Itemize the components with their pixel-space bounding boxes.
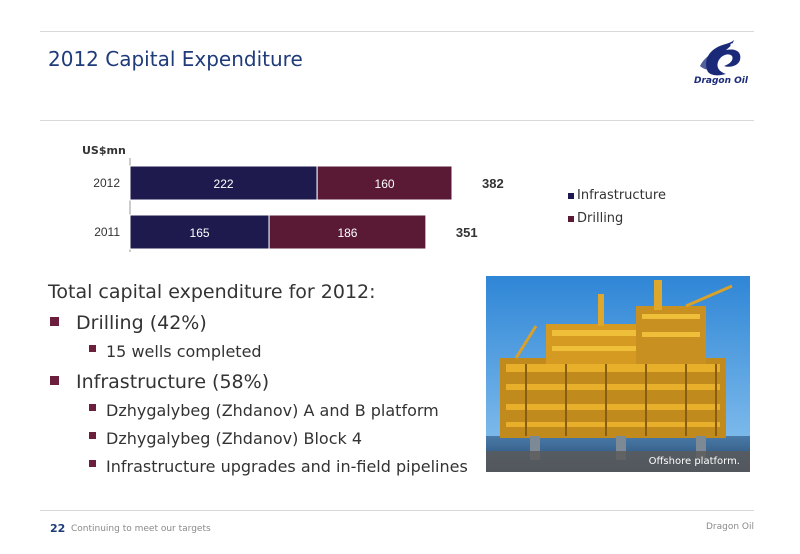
bar-value-label: 165 [190, 226, 210, 240]
chart-plot: 2012 222 160 382 2011 165 186 351 [93, 158, 504, 252]
footer-company: Dragon Oil [705, 522, 754, 532]
page-number: 22 [50, 522, 66, 535]
legend-label: Drilling [577, 211, 624, 226]
bar-total-label: 351 [456, 225, 478, 240]
bar-infrastructure-2012 [129, 165, 318, 201]
bullet-marker [89, 345, 96, 352]
bullet-marker [50, 376, 59, 385]
bullet-marker [89, 460, 96, 467]
bar-total-label: 382 [482, 176, 504, 191]
top-rule [40, 31, 754, 32]
offshore-platform-photo: Offshore platform. [486, 276, 750, 472]
footer-rule [40, 510, 754, 511]
title-rule [40, 120, 754, 121]
sub-bullet: Infrastructure upgrades and in-field pip… [89, 457, 468, 476]
sub-bullet: Dzhygalybeg (Zhdanov) A and B platform [89, 401, 439, 420]
bar-drilling-2011 [268, 214, 427, 250]
legend-item-drilling: Drilling [568, 211, 623, 226]
footer-text: Continuing to meet our targets [71, 524, 211, 534]
chart-unit-label: US$mn [82, 144, 126, 157]
bullet-text: Infrastructure upgrades and in-field pip… [106, 457, 468, 476]
sub-bullet: 15 wells completed [89, 342, 262, 361]
bar-drilling-2012 [316, 165, 453, 201]
logo-wordmark: Dragon Oil [694, 76, 748, 86]
photo-caption: Offshore platform. [486, 451, 750, 472]
page-title: 2012 Capital Expenditure [48, 47, 303, 71]
bar-value-label: 186 [337, 226, 357, 240]
bullet-text: Infrastructure (58%) [76, 371, 270, 393]
bullet-drilling: Drilling (42%) [50, 312, 207, 334]
legend-label: Infrastructure [577, 188, 666, 203]
category-label: 2011 [94, 225, 120, 239]
bar-infrastructure-2011 [129, 214, 270, 250]
bullet-text: Drilling (42%) [76, 312, 207, 334]
bullet-text: Dzhygalybeg (Zhdanov) Block 4 [106, 429, 363, 448]
company-logo: Dragon Oil [686, 36, 756, 94]
bullet-marker [50, 317, 59, 326]
bullet-marker [89, 432, 96, 439]
bullet-infrastructure: Infrastructure (58%) [50, 371, 269, 393]
legend-swatch-drilling [568, 215, 574, 222]
capex-chart: US$mn 2012 222 160 382 2011 165 186 351 Infrast… [70, 140, 750, 255]
bullet-marker [89, 404, 96, 411]
sub-bullet: Dzhygalybeg (Zhdanov) Block 4 [89, 429, 362, 448]
category-label: 2012 [93, 176, 120, 190]
legend-swatch-infrastructure [568, 192, 574, 199]
bullet-intro: Total capital expenditure for 2012: [48, 281, 376, 303]
bar-value-label: 160 [375, 177, 395, 191]
legend-item-infrastructure: Infrastructure [568, 188, 666, 203]
bullet-text: Dzhygalybeg (Zhdanov) A and B platform [106, 401, 439, 420]
dragon-logo-icon [700, 40, 741, 76]
bullet-text: 15 wells completed [106, 342, 262, 361]
bar-value-label: 222 [214, 177, 234, 191]
platform-image [486, 276, 750, 472]
